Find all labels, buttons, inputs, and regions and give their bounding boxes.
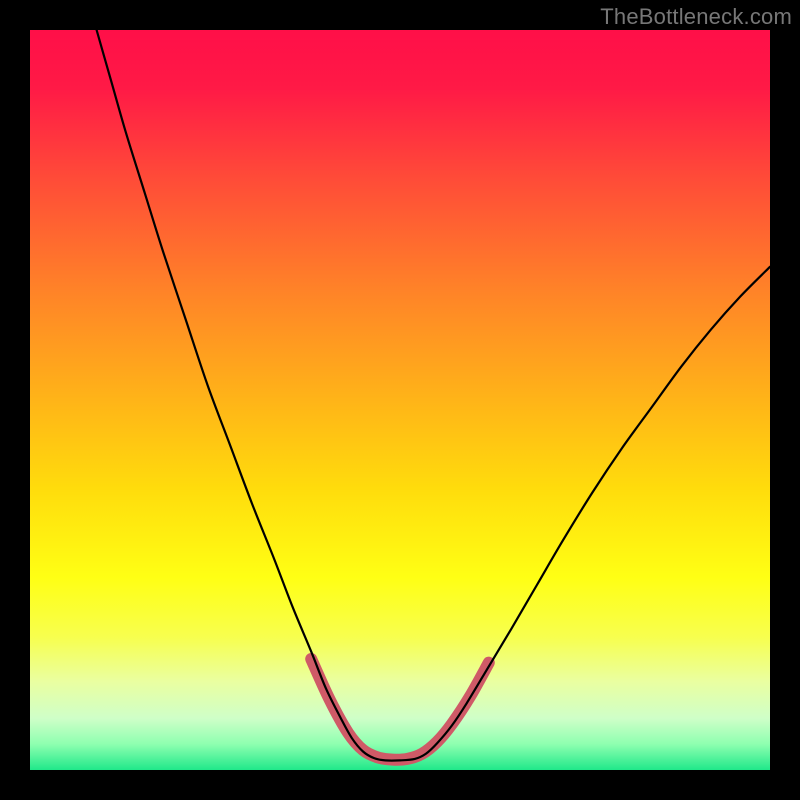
watermark-text: TheBottleneck.com (600, 4, 792, 30)
chart-svg (0, 0, 800, 800)
chart-stage: TheBottleneck.com (0, 0, 800, 800)
plot-background (30, 30, 770, 770)
